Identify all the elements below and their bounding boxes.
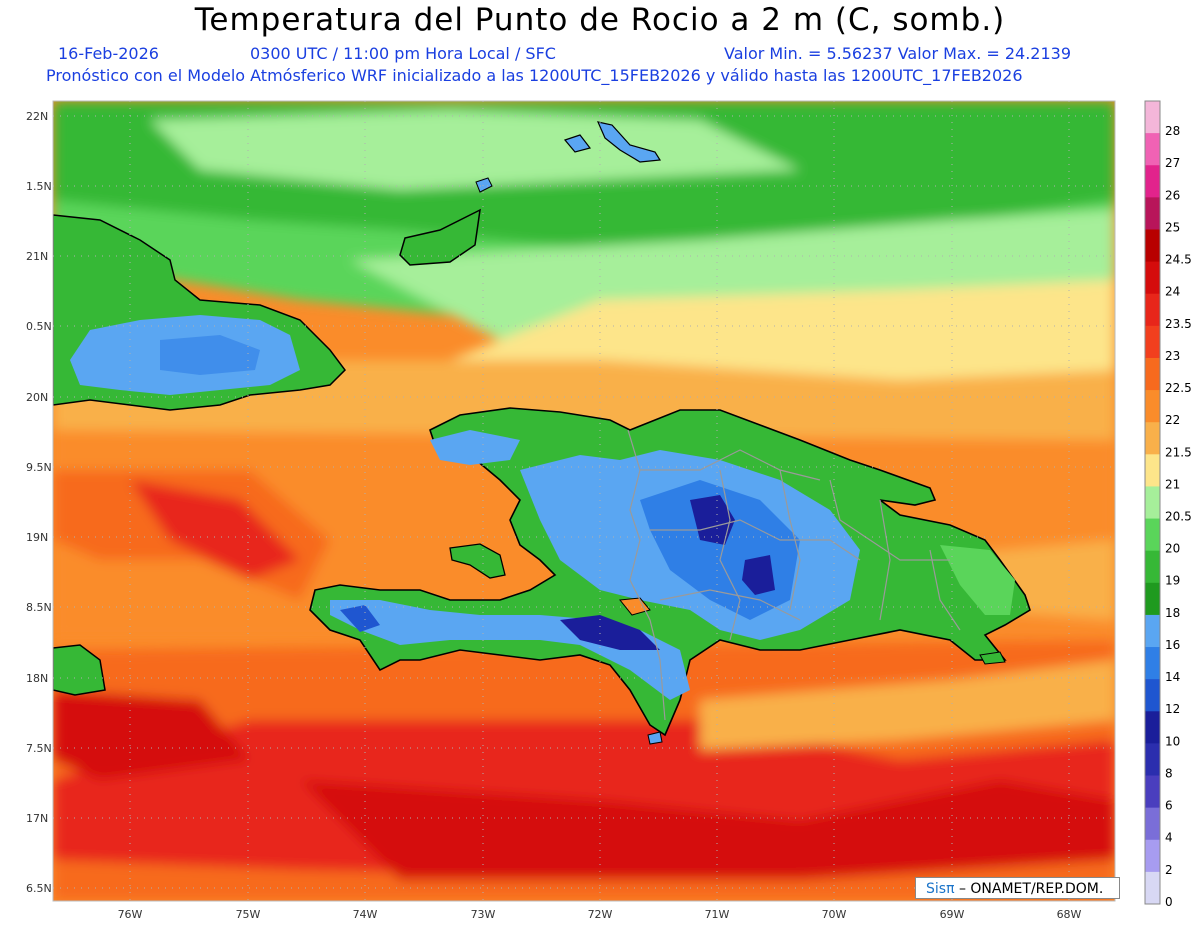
lon-label: 72W bbox=[588, 908, 613, 921]
colorbar-swatch bbox=[1145, 743, 1160, 777]
colorbar-swatch bbox=[1145, 293, 1160, 327]
colorbar-border bbox=[1144, 100, 1161, 905]
colorbar-label: 19 bbox=[1165, 574, 1180, 588]
colorbar-swatch bbox=[1145, 165, 1160, 198]
sispi-logo: Sisπ bbox=[926, 881, 955, 897]
dewpoint-field bbox=[53, 101, 1115, 901]
colorbar-swatch bbox=[1145, 486, 1160, 520]
colorbar-label: 23.5 bbox=[1165, 317, 1192, 331]
colorbar-swatch bbox=[1145, 871, 1160, 905]
lat-label: 21N bbox=[26, 250, 48, 263]
colorbar-label: 2 bbox=[1165, 863, 1173, 877]
colorbar-swatch bbox=[1145, 261, 1160, 295]
colorbar-swatch bbox=[1145, 357, 1160, 391]
colorbar-swatch bbox=[1145, 711, 1160, 744]
colorbar-label: 8 bbox=[1165, 766, 1173, 780]
colorbar: 2827262524.52423.52322.52221.52120.52019… bbox=[1144, 100, 1192, 909]
colorbar-swatch bbox=[1145, 390, 1160, 423]
colorbar-swatch bbox=[1145, 807, 1160, 841]
colorbar-swatch bbox=[1145, 775, 1160, 809]
colorbar-swatch bbox=[1145, 325, 1160, 359]
colorbar-swatch bbox=[1145, 614, 1160, 648]
caicos-islands bbox=[596, 121, 662, 163]
colorbar-label: 24.5 bbox=[1165, 253, 1192, 267]
lat-label: 1.5N bbox=[26, 180, 52, 193]
colorbar-swatch bbox=[1145, 647, 1160, 680]
colorbar-label: 10 bbox=[1165, 734, 1180, 748]
lat-label: 20N bbox=[26, 391, 48, 404]
colorbar-label: 14 bbox=[1165, 670, 1180, 684]
mayaguana-island bbox=[475, 177, 493, 193]
colorbar-label: 20 bbox=[1165, 542, 1180, 556]
colorbar-label: 21 bbox=[1165, 477, 1180, 491]
map-title: Temperatura del Punto de Rocio a 2 m (C,… bbox=[194, 2, 1006, 38]
lon-label: 74W bbox=[353, 908, 378, 921]
colorbar-label: 6 bbox=[1165, 799, 1173, 813]
colorbar-label: 27 bbox=[1165, 156, 1180, 170]
colorbar-label: 26 bbox=[1165, 188, 1180, 202]
colorbar-swatch bbox=[1145, 582, 1160, 616]
colorbar-swatch bbox=[1145, 422, 1160, 455]
colorbar-label: 28 bbox=[1165, 124, 1180, 138]
credit-text: – ONAMET/REP.DOM. bbox=[958, 881, 1104, 897]
lat-label: 9.5N bbox=[26, 461, 52, 474]
jamaica-landmass bbox=[53, 644, 106, 696]
lon-label: 75W bbox=[236, 908, 261, 921]
colorbar-label: 22 bbox=[1165, 413, 1180, 427]
colorbar-label: 18 bbox=[1165, 606, 1180, 620]
great-inagua-island bbox=[399, 208, 481, 266]
model-info: Pronóstico con el Modelo Atmósferico WRF… bbox=[46, 66, 1023, 85]
colorbar-label: 0 bbox=[1165, 895, 1173, 909]
colorbar-swatch bbox=[1145, 133, 1160, 166]
lat-label: 22N bbox=[26, 110, 48, 123]
lat-label: 8.5N bbox=[26, 601, 52, 614]
colorbar-label: 21.5 bbox=[1165, 445, 1192, 459]
lat-label: 19N bbox=[26, 531, 48, 544]
colorbar-label: 22.5 bbox=[1165, 381, 1192, 395]
lat-label: 7.5N bbox=[26, 742, 52, 755]
latitude-labels: 22N 1.5N 21N 0.5N 20N 9.5N 19N 8.5N 18N … bbox=[26, 110, 52, 895]
colorbar-swatch bbox=[1145, 518, 1160, 552]
colorbar-label: 24 bbox=[1165, 285, 1180, 299]
forecast-date: 16-Feb-2026 bbox=[58, 44, 159, 63]
lon-label: 70W bbox=[822, 908, 847, 921]
lon-label: 68W bbox=[1057, 908, 1082, 921]
credit-box: Sisπ – ONAMET/REP.DOM. bbox=[915, 877, 1120, 899]
colorbar-label: 12 bbox=[1165, 702, 1180, 716]
longitude-labels: 76W 75W 74W 73W 72W 71W 70W 69W 68W bbox=[118, 908, 1082, 921]
hispaniola-landmass bbox=[309, 407, 1031, 737]
colorbar-swatch bbox=[1145, 454, 1160, 487]
colorbar-swatch bbox=[1145, 197, 1160, 230]
lat-label: 6.5N bbox=[26, 882, 52, 895]
map-frame bbox=[52, 100, 1116, 902]
lat-label: 0.5N bbox=[26, 320, 52, 333]
colorbar-swatch bbox=[1145, 679, 1160, 712]
lat-label: 18N bbox=[26, 672, 48, 685]
lon-label: 73W bbox=[471, 908, 496, 921]
colorbar-label: 4 bbox=[1165, 831, 1173, 845]
colorbar-label: 25 bbox=[1165, 220, 1180, 234]
colorbar-swatch bbox=[1145, 101, 1160, 134]
turks-islands bbox=[563, 134, 592, 153]
lon-label: 76W bbox=[118, 908, 143, 921]
forecast-time: 0300 UTC / 11:00 pm Hora Local / SFC bbox=[250, 44, 556, 63]
lon-label: 69W bbox=[940, 908, 965, 921]
cuba-landmass bbox=[53, 214, 346, 411]
colorbar-label: 16 bbox=[1165, 638, 1180, 652]
colorbar-swatch bbox=[1145, 550, 1160, 584]
colorbar-label: 20.5 bbox=[1165, 510, 1192, 524]
lon-label: 71W bbox=[705, 908, 730, 921]
colorbar-swatch bbox=[1145, 229, 1160, 263]
min-max-values: Valor Min. = 5.56237 Valor Max. = 24.213… bbox=[724, 44, 1072, 63]
colorbar-label: 23 bbox=[1165, 349, 1180, 363]
lat-label: 17N bbox=[26, 812, 48, 825]
colorbar-swatch bbox=[1145, 839, 1160, 873]
graticule bbox=[53, 101, 1115, 901]
